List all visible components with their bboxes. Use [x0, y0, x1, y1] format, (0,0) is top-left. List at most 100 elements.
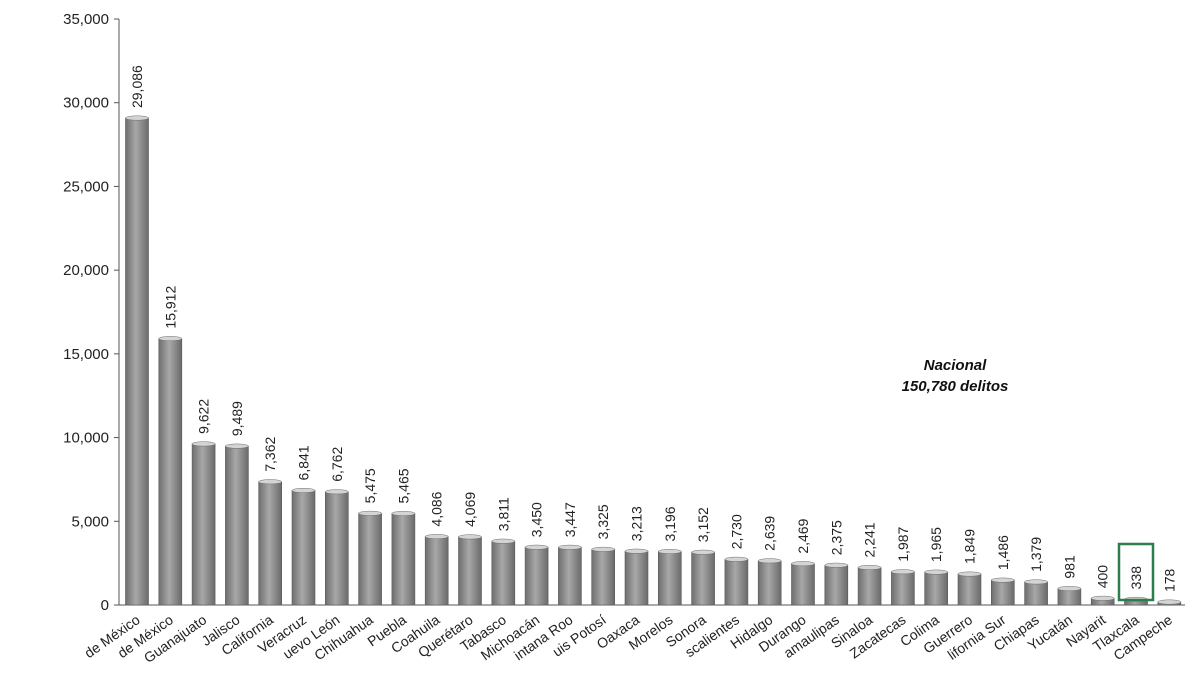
bar-cap — [258, 479, 282, 485]
data-label: 9,622 — [196, 399, 212, 434]
bar-cap — [991, 577, 1015, 583]
bar-cap — [691, 549, 715, 555]
bar-cap — [424, 534, 449, 540]
y-tick-label: 25,000 — [63, 178, 109, 195]
y-tick-label: 20,000 — [63, 262, 109, 279]
bar — [358, 513, 382, 606]
bar-cap — [624, 548, 649, 554]
data-label: 3,213 — [629, 506, 645, 541]
bar — [691, 551, 715, 606]
bar — [291, 490, 316, 606]
data-label: 178 — [1161, 568, 1177, 592]
bar — [857, 567, 882, 606]
data-label: 15,912 — [162, 286, 178, 329]
bar-cap — [125, 115, 149, 121]
bar-cap — [291, 488, 316, 493]
bar — [1024, 581, 1048, 606]
bar — [990, 579, 1015, 606]
bar-cap — [757, 558, 782, 564]
data-label: 3,152 — [695, 507, 711, 542]
bar — [225, 445, 249, 606]
data-label: 6,841 — [296, 445, 312, 480]
bar — [391, 513, 416, 606]
data-label: 400 — [1095, 565, 1111, 589]
bar — [258, 481, 283, 606]
y-tick-label: 10,000 — [63, 430, 109, 447]
bar-cap — [791, 561, 815, 567]
bar-cap — [1057, 586, 1082, 592]
y-tick-label: 35,000 — [63, 11, 109, 28]
bar-cap — [158, 336, 183, 342]
bar — [757, 560, 782, 606]
data-label: 2,730 — [728, 514, 744, 549]
data-label: 1,987 — [895, 526, 911, 561]
bar-cap — [891, 569, 915, 575]
value-labels: 29,086 15,912 9,622 9,489 7,362 6,841 6,762 5,4… — [129, 65, 1177, 602]
data-label: 5,465 — [395, 468, 411, 503]
bar-cap — [391, 511, 416, 516]
highlight-box — [1117, 542, 1155, 602]
data-label: 2,639 — [762, 516, 778, 551]
bar — [324, 491, 349, 606]
bar-cap — [458, 534, 482, 540]
bar — [957, 573, 982, 606]
data-label: 338 — [1128, 566, 1144, 590]
bar-cap — [924, 569, 948, 575]
bar-cap — [491, 538, 516, 544]
y-tick-label: 30,000 — [63, 95, 109, 112]
bar — [924, 571, 949, 606]
bar-cap — [558, 544, 582, 550]
data-label: 9,489 — [229, 401, 245, 436]
bar — [524, 546, 549, 606]
data-label: 3,811 — [495, 497, 511, 531]
data-label: 1,965 — [928, 527, 944, 562]
bar-cap — [358, 510, 382, 516]
data-label: 5,475 — [362, 468, 378, 503]
data-label: 1,849 — [962, 529, 978, 564]
data-label: 1,379 — [1028, 537, 1044, 572]
y-tick-label: 15,000 — [63, 346, 109, 363]
annotation-line-2: 150,780 delitos — [902, 378, 1009, 395]
bar — [491, 540, 516, 606]
bar-cap — [724, 556, 749, 562]
bar — [624, 550, 649, 606]
bar — [1057, 588, 1082, 606]
bar — [424, 536, 449, 606]
bar — [724, 558, 749, 606]
data-label: 6,762 — [329, 447, 345, 482]
bar-cap — [191, 441, 216, 447]
annotation-line-1: Nacional — [924, 357, 987, 374]
bar — [125, 117, 149, 606]
y-tick-label: 5,000 — [71, 513, 109, 530]
data-label: 7,362 — [262, 436, 278, 471]
bars — [125, 115, 1182, 606]
data-label: 4,086 — [429, 491, 445, 526]
bar-cap — [524, 544, 549, 550]
y-tick-label: 0 — [101, 597, 109, 614]
bar — [458, 536, 482, 606]
data-label: 981 — [1061, 555, 1077, 579]
bar-cap — [225, 443, 249, 449]
bar-cap — [1157, 599, 1182, 605]
data-label: 3,450 — [529, 502, 545, 537]
bar-cap — [325, 489, 349, 495]
bar — [791, 563, 815, 606]
data-label: 29,086 — [129, 65, 145, 108]
bar-cap — [658, 549, 682, 554]
data-label: 3,325 — [595, 504, 611, 539]
data-label: 2,469 — [795, 518, 811, 553]
bar-cap — [857, 565, 882, 570]
bar-cap — [1024, 579, 1048, 585]
bar — [191, 443, 216, 606]
bar-cap — [824, 562, 849, 568]
data-label: 2,241 — [862, 522, 878, 557]
bar — [891, 571, 915, 606]
data-label: 3,196 — [662, 506, 678, 541]
bar — [158, 338, 183, 606]
bar-cap — [1090, 595, 1115, 601]
bar — [824, 564, 849, 606]
bar — [591, 549, 616, 606]
bar-cap — [591, 546, 615, 552]
